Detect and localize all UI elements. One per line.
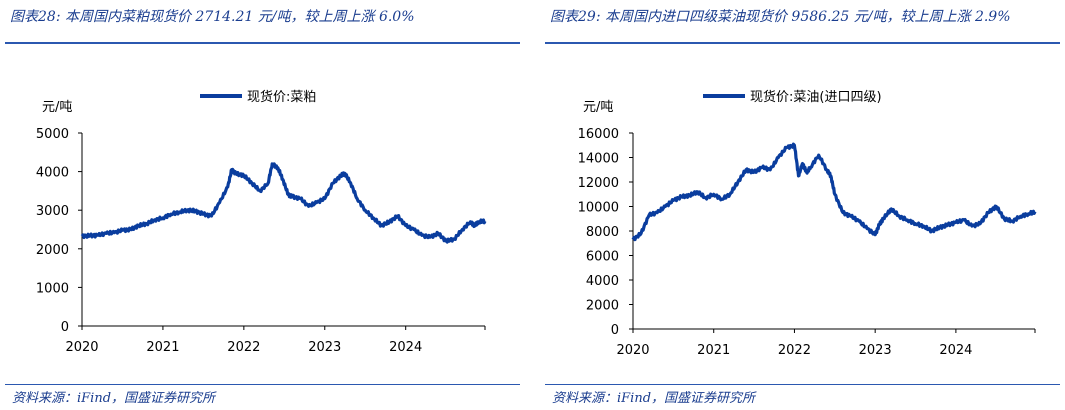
- y-axis-label: 元/吨: [42, 100, 72, 115]
- x-tick-label: 2021: [146, 340, 179, 355]
- panel-rapeseed-meal: 图表28: 本周国内菜粕现货价 2714.21 元/吨，较上周上涨 6.0% 元…: [0, 0, 525, 410]
- legend-label: 现货价:菜粕: [247, 89, 316, 105]
- y-tick-label: 1000: [36, 281, 69, 296]
- chart-title: 图表29: 本周国内进口四级菜油现货价 9586.25 元/吨，较上周上涨 2.…: [550, 9, 1011, 25]
- x-tick-label: 2020: [616, 343, 649, 358]
- rapeseed-meal-chart: 元/吨 0 1000 2000 3000 4000 5000 2020 2021 2022 2023…: [36, 89, 487, 355]
- y-tick-label: 0: [61, 320, 69, 335]
- y-tick-label: 4000: [586, 274, 619, 289]
- y-tick-label: 10000: [578, 201, 619, 216]
- y-tick-label: 0: [611, 323, 619, 338]
- y-tick-label: 5000: [36, 127, 69, 142]
- y-axis-label: 元/吨: [583, 100, 613, 115]
- y-tick-label: 3000: [36, 204, 69, 219]
- source-note: 资料来源：iFind，国盛证券研究所: [12, 391, 216, 406]
- x-tick-label: 2020: [65, 340, 98, 355]
- y-tick-label: 6000: [586, 250, 619, 265]
- x-tick-label: 2023: [308, 340, 341, 355]
- source-divider: [545, 384, 1060, 385]
- x-tick-label: 2021: [697, 343, 730, 358]
- x-tick-label: 2024: [389, 340, 422, 355]
- x-tick-label: 2022: [227, 340, 260, 355]
- y-tick-label: 2000: [586, 299, 619, 314]
- title-divider: [545, 42, 1060, 44]
- title-divider: [5, 42, 520, 44]
- y-tick-label: 16000: [578, 127, 619, 142]
- y-tick-label: 8000: [586, 225, 619, 240]
- series-line: [80, 162, 487, 244]
- y-tick-label: 4000: [36, 166, 69, 181]
- source-note: 资料来源：iFind，国盛证券研究所: [552, 391, 756, 406]
- panel-rapeseed-oil: 图表29: 本周国内进口四级菜油现货价 9586.25 元/吨，较上周上涨 2.…: [540, 0, 1065, 410]
- y-tick-label: 2000: [36, 243, 69, 258]
- series-line: [631, 142, 1037, 242]
- x-tick-label: 2024: [939, 343, 972, 358]
- legend-label: 现货价:菜油(进口四级): [750, 89, 882, 105]
- y-tick-label: 12000: [578, 176, 619, 191]
- rapeseed-oil-chart: 元/吨 0 2000 4000 6000 8000 10000 12000 14000 16000…: [578, 89, 1037, 358]
- source-divider: [5, 384, 520, 385]
- chart-title: 图表28: 本周国内菜粕现货价 2714.21 元/吨，较上周上涨 6.0%: [10, 9, 415, 25]
- x-tick-label: 2022: [778, 343, 811, 358]
- x-tick-label: 2023: [859, 343, 892, 358]
- y-tick-label: 14000: [578, 152, 619, 167]
